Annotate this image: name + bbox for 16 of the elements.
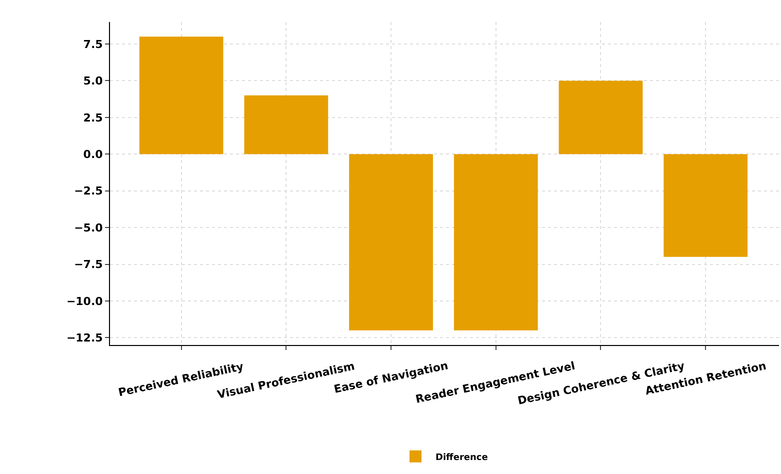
bar [244, 95, 328, 154]
bar [664, 154, 748, 257]
y-tick-label: −5.0 [74, 221, 104, 234]
bar [139, 36, 224, 154]
bar [454, 154, 538, 330]
bar [349, 154, 433, 330]
y-tick-label: 7.5 [83, 38, 103, 51]
y-tick-label: 2.5 [83, 111, 103, 124]
y-tick-label: −12.5 [66, 332, 103, 345]
y-tick-label: 5.0 [83, 74, 104, 88]
legend-label: Difference [436, 452, 488, 463]
y-tick-label: 0.0 [83, 148, 104, 161]
y-tick-label: −2.5 [74, 184, 103, 198]
y-tick-label: −10.0 [66, 294, 104, 308]
bar [558, 80, 643, 154]
y-tick-label: −7.5 [74, 258, 103, 272]
